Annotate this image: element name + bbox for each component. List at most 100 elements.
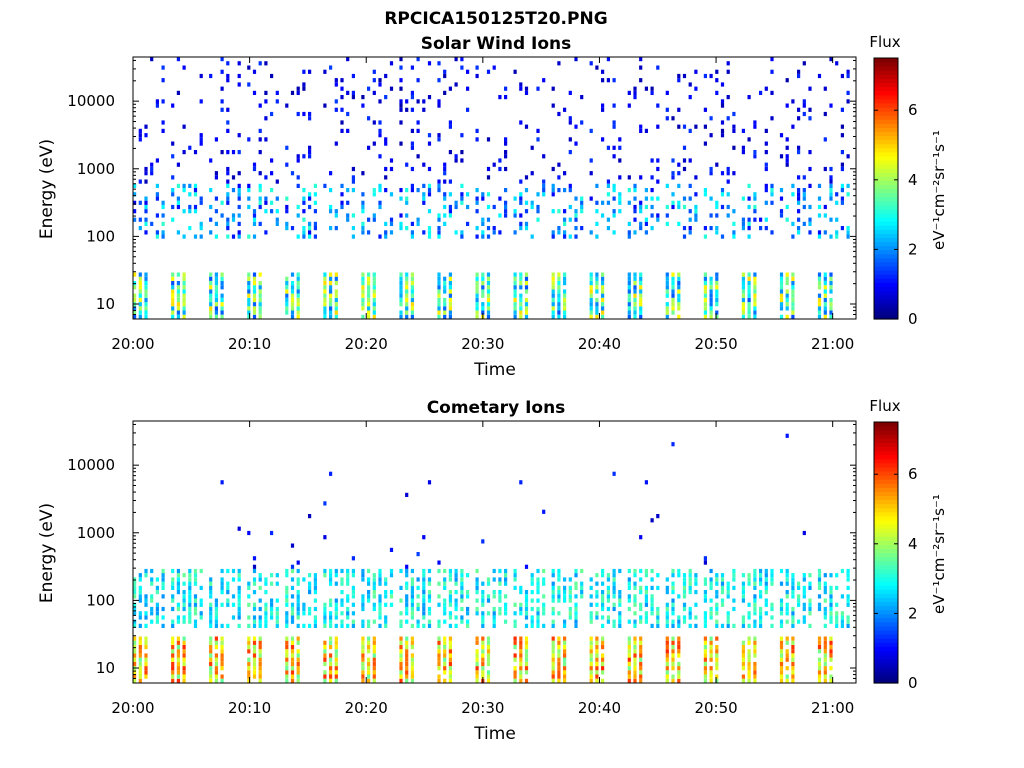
heatmap-cell <box>759 581 763 586</box>
heatmap-cell <box>601 272 605 277</box>
heatmap-cell <box>161 120 165 125</box>
heatmap-cell <box>627 606 631 612</box>
heatmap-cell <box>627 674 631 679</box>
heatmap-cell <box>308 514 312 519</box>
heatmap-cell <box>753 293 757 298</box>
heatmap-cell <box>329 471 333 476</box>
heatmap-cell <box>329 636 333 641</box>
x-tick-labels: 20:00 20:10 20:20 20:30 20:40 20:50 21:00 <box>111 335 854 353</box>
heatmap-cell <box>715 281 719 286</box>
heatmap-cell <box>308 145 312 150</box>
heatmap-cell <box>612 145 616 150</box>
heatmap-cell <box>454 590 458 595</box>
heatmap-cell <box>779 209 784 214</box>
heatmap-cell <box>601 310 605 315</box>
colorbar-step <box>874 605 898 611</box>
heatmap-cell <box>595 645 599 650</box>
heatmap-cell <box>443 289 447 294</box>
heatmap-cell <box>384 137 388 142</box>
heatmap-cell <box>329 568 333 574</box>
x-tick-label: 20:20 <box>345 335 388 353</box>
heatmap-cell <box>346 623 350 628</box>
colorbar-step <box>874 102 898 108</box>
heatmap-cell <box>808 585 812 590</box>
heatmap-cell <box>285 196 289 201</box>
heatmap-cell <box>188 577 192 582</box>
heatmap-cell <box>410 645 414 650</box>
heatmap-cell <box>720 171 725 176</box>
heatmap-cell <box>703 577 707 582</box>
heatmap-cell <box>448 577 452 582</box>
heatmap-cell <box>589 649 593 654</box>
heatmap-cell <box>557 276 561 281</box>
heatmap-cell <box>171 192 175 197</box>
heatmap-cell <box>829 192 833 197</box>
heatmap-cell <box>557 111 561 117</box>
heatmap-cell <box>290 606 295 612</box>
heatmap-cell <box>133 306 137 311</box>
heatmap-cell <box>171 645 175 650</box>
heatmap-cell <box>384 602 388 607</box>
heatmap-cell <box>399 276 403 281</box>
heatmap-cell <box>427 230 432 235</box>
heatmap-cell <box>313 585 317 590</box>
heatmap-cell <box>802 192 806 197</box>
colorbar-step <box>874 270 898 275</box>
heatmap-cell <box>601 302 605 307</box>
heatmap-cell <box>247 281 251 286</box>
heatmap-cell <box>513 585 517 590</box>
heatmap-cell <box>296 581 300 586</box>
heatmap-cell <box>753 568 757 574</box>
heatmap-cell <box>313 581 317 586</box>
heatmap-cell <box>759 606 763 612</box>
heatmap-cell <box>753 666 757 671</box>
heatmap-cell <box>285 281 289 286</box>
heatmap-cell <box>563 297 567 303</box>
heatmap-cell <box>437 103 441 108</box>
colorbar-label: Flux <box>869 33 900 51</box>
heatmap-cell <box>764 611 768 616</box>
heatmap-cell <box>519 657 523 662</box>
heatmap-cell <box>443 606 447 612</box>
heatmap-cell <box>633 285 637 290</box>
heatmap-cell <box>214 645 218 650</box>
heatmap-cell <box>182 293 186 298</box>
heatmap-cell <box>285 661 289 667</box>
heatmap-cell <box>677 107 681 112</box>
heatmap-cell <box>846 226 850 231</box>
heatmap-cell <box>367 598 371 603</box>
heatmap-cell <box>340 107 344 112</box>
heatmap-cell <box>193 602 198 607</box>
heatmap-cell <box>770 602 774 607</box>
heatmap-cell <box>285 623 289 628</box>
heatmap-cell <box>334 666 338 671</box>
heatmap-cell <box>161 78 165 83</box>
heatmap-cell <box>563 678 567 683</box>
heatmap-cell <box>308 230 312 235</box>
heatmap-cell <box>612 183 616 188</box>
heatmap-cell <box>846 99 850 104</box>
heatmap-cell <box>290 640 295 645</box>
heatmap-cell <box>475 649 479 654</box>
heatmap-cell <box>378 120 382 125</box>
heatmap-cell <box>258 310 262 315</box>
heatmap-cell <box>144 124 148 129</box>
heatmap-cell <box>209 230 213 235</box>
heatmap-cell <box>835 61 839 66</box>
heatmap-cell <box>247 602 251 607</box>
heatmap-cell <box>334 314 338 319</box>
heatmap-cell <box>372 678 376 683</box>
heatmap-cell <box>785 272 789 277</box>
heatmap-cell <box>703 285 707 290</box>
heatmap-cell <box>633 611 637 616</box>
heatmap-cell <box>665 666 669 671</box>
heatmap-cell <box>443 90 447 95</box>
heatmap-cell <box>671 602 675 607</box>
heatmap-cell <box>367 619 371 624</box>
heatmap-cell <box>144 653 148 658</box>
heatmap-cell <box>475 128 479 133</box>
heatmap-cell <box>361 293 365 298</box>
colorbar-step <box>874 225 898 230</box>
heatmap-cell <box>329 281 333 286</box>
heatmap-cell <box>486 175 491 180</box>
